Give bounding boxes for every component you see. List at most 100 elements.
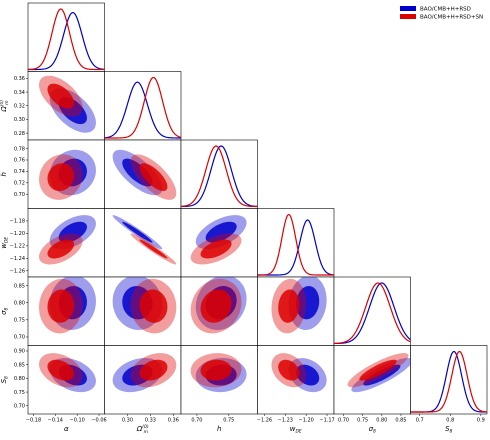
- y-axis-label-w_DE: wDE: [0, 237, 10, 249]
- y-tick-label: 0.90: [14, 349, 25, 355]
- panel-w_DE-w_DE: [257, 208, 335, 278]
- contour-68-bao-sn: [200, 239, 232, 259]
- marginal-curve-bao: [257, 219, 334, 276]
- x-tick-label: −1.17: [319, 418, 334, 424]
- panel-S8-alpha: 0.70 0.75 0.80 0.85 0.90 S8 −0.18 −0.14 −0.10 −0.…: [0, 345, 107, 433]
- marginal-curve-bao-sn: [257, 213, 334, 276]
- y-tick-label: 0.70: [14, 403, 25, 409]
- x-tick-label: 0.33: [145, 418, 156, 424]
- y-tick-label: 0.70: [14, 335, 25, 341]
- panel-sigma8-omega_m: [104, 276, 182, 346]
- panel-alpha-alpha: [27, 2, 105, 72]
- contour-68-bao-sn: [139, 359, 168, 381]
- marginal-curve-bao-sn: [181, 145, 258, 208]
- x-axis-label-S8: S8: [445, 425, 452, 435]
- panel-w_DE-omega_m: [104, 208, 182, 278]
- panel-frame: [257, 208, 335, 278]
- contour-68-bao-sn: [47, 289, 75, 323]
- y-tick-label: 0.32: [14, 103, 25, 109]
- y-tick-label: 0.36: [14, 76, 25, 82]
- x-tick-label: 0.30: [122, 418, 133, 424]
- contour-68-bao: [295, 286, 320, 320]
- y-tick-label: 0.80: [14, 300, 25, 306]
- x-tick-label: 0.75: [223, 418, 234, 424]
- y-tick-label: 0.28: [14, 131, 25, 137]
- panel-w_DE-h: [180, 208, 258, 278]
- y-tick-label: 0.34: [14, 90, 25, 96]
- x-tick-label: 0.36: [168, 418, 179, 424]
- x-tick-label: −1.26: [257, 418, 272, 424]
- panel-S8-w_DE: −1.26 −1.23 −1.20 −1.17 wDE: [257, 345, 335, 435]
- contour-68-bao-sn: [139, 163, 168, 191]
- y-tick-label: 0.76: [14, 158, 25, 164]
- marginal-curve-bao: [334, 282, 411, 345]
- contour-68-bao: [122, 221, 153, 243]
- contour-68-bao-sn: [200, 359, 232, 381]
- y-tick-label: 0.72: [14, 181, 25, 187]
- panel-h-alpha: 0.70 0.72 0.74 0.76 0.78 h: [0, 139, 105, 209]
- contour-68-bao: [122, 158, 153, 187]
- y-tick-label: 0.85: [14, 283, 25, 289]
- panel-frame: [410, 345, 488, 415]
- panel-frame: [257, 345, 335, 415]
- panel-sigma8-h: [180, 276, 258, 346]
- panel-S8-h: 0.70 0.75h: [180, 345, 258, 433]
- contour-68-bao-sn: [47, 239, 75, 259]
- x-tick-label: 0.75: [357, 418, 368, 424]
- contour-68-bao: [205, 221, 237, 243]
- y-tick-label: 0.75: [14, 318, 25, 324]
- panel-omega_m-alpha: 0.28 0.30 0.32 0.34 0.36 Ω(0)m: [0, 71, 105, 141]
- y-tick-label: 0.78: [14, 146, 25, 152]
- panel-h-omega_m: [104, 139, 182, 209]
- x-tick-label: 0.70: [338, 418, 349, 424]
- x-axis-label-sigma8: σ8: [369, 425, 376, 435]
- x-tick-label: −0.14: [48, 418, 63, 424]
- contour-68-bao-sn: [47, 83, 75, 109]
- y-tick-label: 0.80: [14, 376, 25, 382]
- x-tick-label: −0.18: [26, 418, 41, 424]
- panel-sigma8-sigma8: [333, 276, 411, 346]
- marginal-curve-bao: [181, 145, 258, 208]
- contour-68-bao-sn: [278, 289, 300, 323]
- legend-swatch-bao: [400, 6, 416, 11]
- legend-swatch-bao-sn: [400, 14, 416, 19]
- x-tick-label: 0.8: [446, 418, 454, 424]
- x-axis-label-w_DE: wDE: [290, 425, 302, 435]
- panel-S8-omega_m: 0.30 0.33 0.36 Ω(0) m: [104, 345, 182, 435]
- x-tick-label: 0.80: [376, 418, 387, 424]
- contour-68-bao-sn: [47, 163, 75, 191]
- x-tick-label: 0.85: [395, 418, 406, 424]
- x-axis-label-omega_m: Ω(0) m: [136, 424, 149, 435]
- contour-68-bao-sn: [139, 289, 168, 323]
- legend-label-bao-sn: BAO/CMB+H+RSD+SN: [420, 15, 483, 21]
- x-tick-label: −1.23: [278, 418, 293, 424]
- y-tick-label: 0.74: [14, 169, 25, 175]
- x-tick-label: 0.9: [477, 418, 485, 424]
- marginal-curve-bao-sn: [104, 76, 181, 139]
- panel-S8-S8: 0.7 0.8 0.9 S8: [410, 345, 488, 435]
- marginal-curve-bao-sn: [28, 8, 105, 71]
- x-tick-label: 0.7: [416, 418, 424, 424]
- contour-68-bao: [363, 364, 401, 386]
- contour-68-bao-sn: [278, 359, 300, 381]
- x-axis-label-h: h: [217, 425, 221, 433]
- y-tick-label: −1.18: [10, 219, 25, 225]
- y-tick-label: 0.70: [14, 192, 25, 198]
- y-tick-label: −1.20: [10, 231, 25, 237]
- legend-label-bao: BAO/CMB+H+RSD: [420, 7, 471, 13]
- x-tick-label: −0.06: [91, 418, 106, 424]
- panel-w_DE-alpha: −1.26 −1.24 −1.22 −1.20 −1.18 wDE: [0, 208, 105, 278]
- y-axis-label-S8: S8: [0, 376, 10, 383]
- contour-68-bao-sn: [200, 289, 232, 323]
- contour-68-bao: [58, 221, 87, 243]
- panel-S8-sigma8: 0.70 0.75 0.80 0.85 σ8: [333, 345, 411, 435]
- panel-omega_m-omega_m: [104, 71, 182, 141]
- y-tick-label: 0.75: [14, 390, 25, 396]
- y-tick-label: 0.85: [14, 362, 25, 368]
- y-tick-label: −1.24: [10, 256, 25, 262]
- x-tick-label: −0.10: [70, 418, 85, 424]
- x-tick-label: 0.70: [191, 418, 202, 424]
- legend: BAO/CMB+H+RSD BAO/CMB+H+RSD+SN: [400, 6, 483, 21]
